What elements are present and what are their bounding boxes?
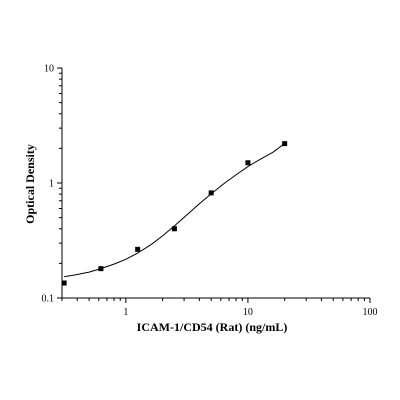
data-point: [171, 226, 177, 232]
y-tick-label: 10: [44, 64, 54, 75]
data-point: [282, 141, 288, 147]
data-point: [98, 266, 104, 272]
fit-curve-group: [64, 143, 285, 278]
y-axis: 0.1 1 10: [42, 64, 62, 305]
fit-curve: [64, 143, 285, 278]
plot-frame: [61, 68, 370, 299]
data-point: [135, 246, 141, 252]
x-axis-title: ICAM-1/CD54 (Rat) (ng/mL): [137, 320, 288, 334]
data-points: [61, 141, 288, 286]
y-axis-title: Optical Density: [23, 144, 37, 224]
x-axis: 1 10 100: [61, 298, 378, 318]
data-point: [61, 280, 67, 286]
data-point: [208, 190, 214, 196]
x-tick-label: 10: [243, 307, 253, 318]
x-tick-label: 100: [363, 307, 378, 318]
data-point: [245, 160, 251, 166]
y-tick-label: 0.1: [42, 294, 55, 305]
y-tick-label: 1: [49, 179, 54, 190]
x-tick-label: 1: [123, 307, 128, 318]
